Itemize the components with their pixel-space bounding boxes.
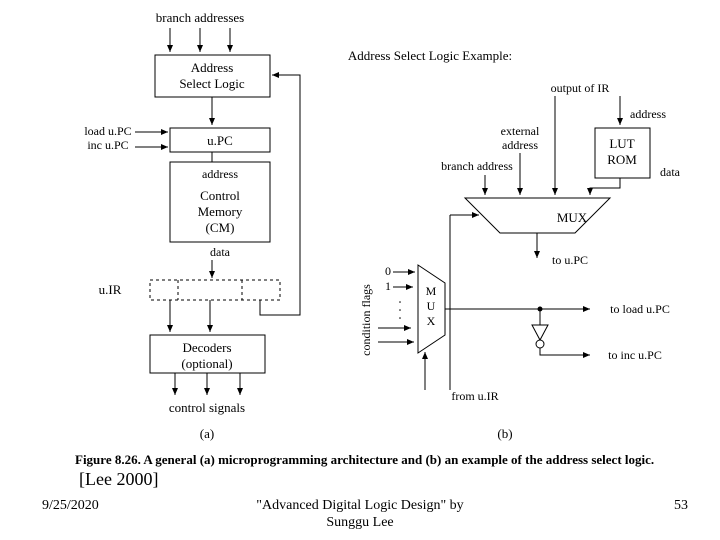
arrow-lut-to-mux	[590, 178, 620, 195]
ext-addr-line1: external	[501, 124, 540, 138]
to-load-upc-label: to load u.PC	[610, 302, 670, 316]
load-upc-label: load u.PC	[84, 124, 131, 138]
cm-line2: Memory	[198, 204, 243, 219]
lut-line1: LUT	[609, 136, 634, 151]
smux-u: U	[427, 299, 436, 313]
dot3	[399, 317, 401, 319]
asl-example-title: Address Select Logic Example:	[348, 48, 512, 63]
footer-title: "Advanced Digital Logic Design" by Sungg…	[0, 498, 720, 532]
footer-title-1: "Advanced Digital Logic Design" by	[256, 498, 463, 513]
arrow-to-inc-upc	[540, 348, 590, 355]
dot1	[399, 301, 401, 303]
condition-flags-label: condition flags	[359, 284, 373, 356]
ext-addr-line2: address	[502, 138, 538, 152]
box-uir	[150, 280, 280, 300]
cm-line1: Control	[200, 188, 240, 203]
asl-line1: Address	[191, 60, 234, 75]
lut-addr-label: address	[630, 107, 666, 121]
smux-m: M	[426, 284, 437, 298]
page-number: 53	[674, 498, 688, 514]
big-mux	[465, 198, 610, 233]
branch-addresses-label: branch addresses	[156, 10, 244, 25]
caption-b: (b)	[497, 426, 512, 441]
from-uir-label: from u.IR	[451, 389, 498, 403]
big-mux-label: MUX	[557, 210, 588, 225]
decoders-line2: (optional)	[181, 356, 232, 371]
lut-data-label: data	[660, 165, 681, 179]
upc-label: u.PC	[207, 133, 233, 148]
cm-address-label: address	[202, 167, 238, 181]
lut-line2: ROM	[607, 152, 637, 167]
smux-x: X	[427, 314, 436, 328]
branch-address-label-b: branch address	[441, 159, 513, 173]
to-upc-label: to u.PC	[552, 253, 588, 267]
inverter-triangle	[532, 325, 548, 340]
figure-caption: Figure 8.26. A general (a) microprogramm…	[75, 452, 665, 491]
citation: [Lee 2000]	[79, 469, 158, 489]
asl-line2: Select Logic	[179, 76, 245, 91]
footer-title-2: Sunggu Lee	[326, 515, 393, 530]
inverter-bubble	[536, 340, 544, 348]
mux-in-1: 1	[385, 279, 391, 293]
to-inc-upc-label: to inc u.PC	[608, 348, 662, 362]
decoders-line1: Decoders	[182, 340, 231, 355]
caption-a: (a)	[200, 426, 214, 441]
control-signals-label: control signals	[169, 400, 245, 415]
dot2	[399, 309, 401, 311]
inc-upc-label: inc u.PC	[87, 138, 128, 152]
mux-in-0: 0	[385, 264, 391, 278]
cm-data-label: data	[210, 245, 231, 259]
cm-line3: (CM)	[206, 220, 235, 235]
figure-caption-text: Figure 8.26. A general (a) microprogramm…	[75, 452, 654, 467]
output-of-ir-label: output of IR	[551, 81, 610, 95]
uir-label: u.IR	[99, 282, 122, 297]
